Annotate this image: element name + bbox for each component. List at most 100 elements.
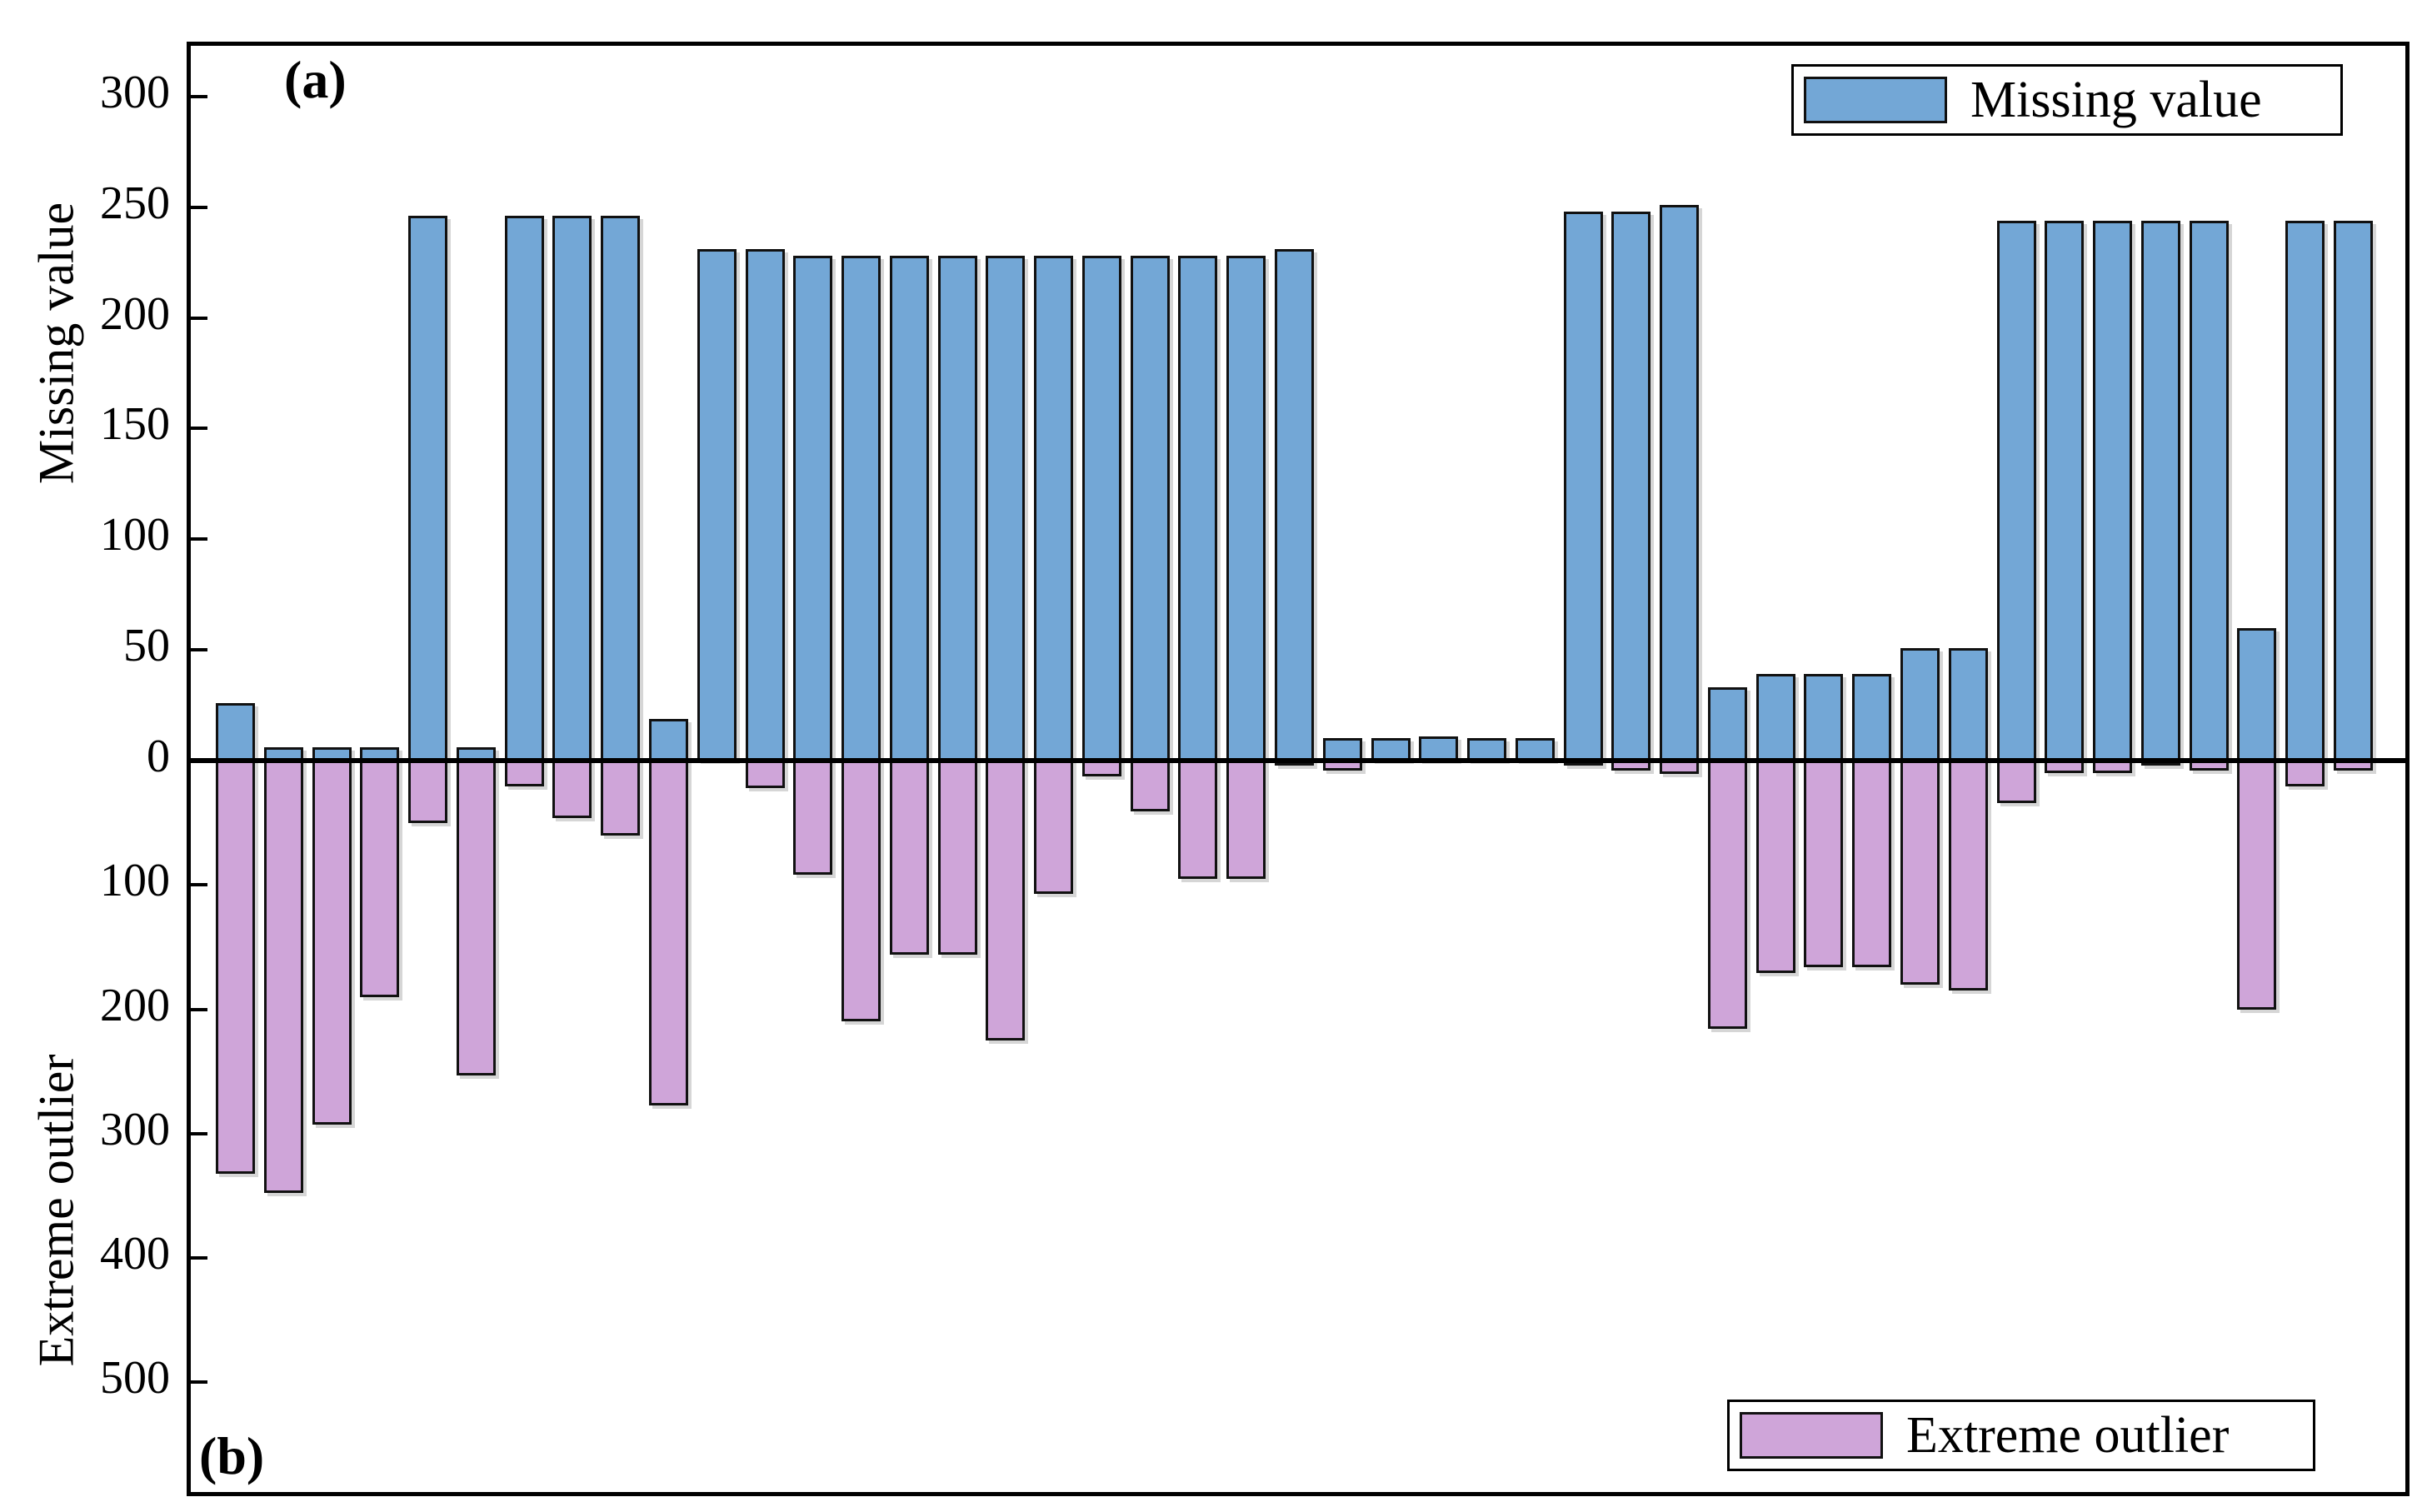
y-tick-top-300-mark: [191, 94, 207, 98]
y-tick-bottom-200-mark: [191, 1007, 207, 1011]
bar-extreme-outlier-44: [2285, 761, 2325, 787]
bar-missing-value-16: [937, 256, 977, 761]
y-tick-bottom-100-label: 100: [100, 855, 170, 907]
bar-missing-value-5: [408, 216, 448, 761]
bar-missing-value-29: [1563, 212, 1603, 761]
bar-missing-value-40: [2093, 220, 2132, 761]
legend-extreme-outlier: Extreme outlier: [1727, 1400, 2315, 1471]
y-tick-0-label: 0: [147, 731, 170, 782]
bar-extreme-outlier-43: [2237, 761, 2277, 1010]
bar-extreme-outlier-1: [216, 761, 255, 1174]
bar-missing-value-41: [2140, 220, 2180, 761]
bar-extreme-outlier-32: [1707, 761, 1747, 1030]
y-tick-bottom-500-label: 500: [100, 1352, 170, 1405]
bar-extreme-outlier-33: [1755, 761, 1795, 974]
bar-missing-value-11: [697, 249, 737, 761]
bar-extreme-outlier-18: [1034, 761, 1074, 894]
bar-extreme-outlier-10: [648, 761, 688, 1105]
bar-extreme-outlier-15: [889, 761, 929, 955]
y-tick-bottom-200-label: 200: [100, 979, 170, 1031]
y-tick-bottom-400-mark: [191, 1256, 207, 1260]
bar-missing-value-23: [1274, 249, 1314, 761]
bar-extreme-outlier-16: [937, 761, 977, 955]
bar-extreme-outlier-9: [601, 761, 641, 836]
bar-missing-value-20: [1130, 256, 1170, 761]
bar-missing-value-8: [552, 216, 592, 761]
bar-missing-value-38: [1996, 220, 2036, 761]
bar-missing-value-36: [1900, 647, 1940, 761]
bar-extreme-outlier-4: [360, 761, 400, 997]
legend-swatch-missing-value: [1804, 77, 1947, 123]
y-tick-top-200-label: 200: [100, 287, 170, 340]
y-tick-top-100-label: 100: [100, 509, 170, 561]
bar-missing-value-12: [745, 249, 785, 761]
bar-missing-value-30: [1611, 212, 1651, 761]
y-tick-top-50-label: 50: [123, 620, 170, 672]
bar-missing-value-42: [2189, 220, 2229, 761]
y-tick-bottom-300-label: 300: [100, 1103, 170, 1155]
bar-missing-value-27: [1467, 738, 1506, 761]
y-tick-top-200-mark: [191, 316, 207, 320]
y-tick-top-250-mark: [191, 205, 207, 209]
bar-missing-value-21: [1178, 256, 1218, 761]
bar-extreme-outlier-7: [504, 761, 544, 787]
bar-missing-value-43: [2237, 627, 2277, 761]
bar-missing-value-32: [1707, 687, 1747, 761]
legend-missing-value: Missing value: [1791, 64, 2343, 136]
y-tick-top-250-label: 250: [100, 177, 170, 229]
bar-missing-value-25: [1371, 738, 1411, 761]
bar-missing-value-24: [1322, 738, 1362, 761]
bar-missing-value-7: [504, 216, 544, 761]
bar-extreme-outlier-14: [841, 761, 881, 1022]
bar-extreme-outlier-38: [1996, 761, 2036, 803]
bar-missing-value-9: [601, 216, 641, 761]
bar-extreme-outlier-21: [1178, 761, 1218, 879]
bar-extreme-outlier-8: [552, 761, 592, 818]
bar-missing-value-18: [1034, 256, 1074, 761]
y-tick-bottom-400-label: 400: [100, 1228, 170, 1280]
bar-missing-value-39: [2045, 220, 2085, 761]
y-tick-top-150-label: 150: [100, 398, 170, 451]
y-tick-top-150-mark: [191, 427, 207, 431]
bar-extreme-outlier-3: [312, 761, 352, 1125]
bar-missing-value-37: [1948, 647, 1988, 761]
bar-extreme-outlier-20: [1130, 761, 1170, 812]
y-tick-top-300-label: 300: [100, 66, 170, 118]
plot-area: (a) (b): [187, 42, 2410, 1496]
bar-extreme-outlier-36: [1900, 761, 1940, 985]
bar-extreme-outlier-22: [1226, 761, 1266, 879]
zero-baseline: [191, 758, 2405, 763]
bar-missing-value-35: [1852, 674, 1892, 761]
panel-b-label: (b): [199, 1426, 265, 1485]
legend-label-extreme-outlier: Extreme outlier: [1906, 1406, 2230, 1464]
bar-missing-value-34: [1804, 674, 1844, 761]
panel-a-label: (a): [284, 50, 347, 109]
y-tick-0-mark: [191, 759, 207, 762]
bar-extreme-outlier-17: [986, 761, 1026, 1040]
bar-extreme-outlier-37: [1948, 761, 1988, 991]
bar-missing-value-44: [2285, 220, 2325, 761]
y-tick-bottom-100-mark: [191, 883, 207, 887]
bar-missing-value-33: [1755, 674, 1795, 761]
bar-missing-value-10: [648, 718, 688, 761]
legend-label-missing-value: Missing value: [1970, 71, 2262, 128]
y-axis-title-extreme-outlier: Extreme outlier: [28, 1054, 84, 1367]
bar-missing-value-1: [216, 702, 255, 761]
bar-missing-value-22: [1226, 256, 1266, 761]
bar-missing-value-13: [793, 256, 833, 761]
legend-swatch-extreme-outlier: [1740, 1412, 1883, 1459]
y-tick-bottom-500-mark: [191, 1380, 207, 1385]
bar-extreme-outlier-2: [263, 761, 303, 1194]
bar-missing-value-19: [1081, 256, 1121, 761]
bar-missing-value-14: [841, 256, 881, 761]
y-tick-top-50-mark: [191, 648, 207, 652]
bar-extreme-outlier-34: [1804, 761, 1844, 967]
bar-missing-value-31: [1660, 205, 1700, 761]
bar-missing-value-26: [1419, 736, 1459, 761]
bar-extreme-outlier-6: [456, 761, 496, 1075]
y-tick-top-100-mark: [191, 537, 207, 541]
bar-extreme-outlier-35: [1852, 761, 1892, 967]
bar-missing-value-28: [1515, 738, 1555, 761]
bar-missing-value-45: [2333, 220, 2373, 761]
